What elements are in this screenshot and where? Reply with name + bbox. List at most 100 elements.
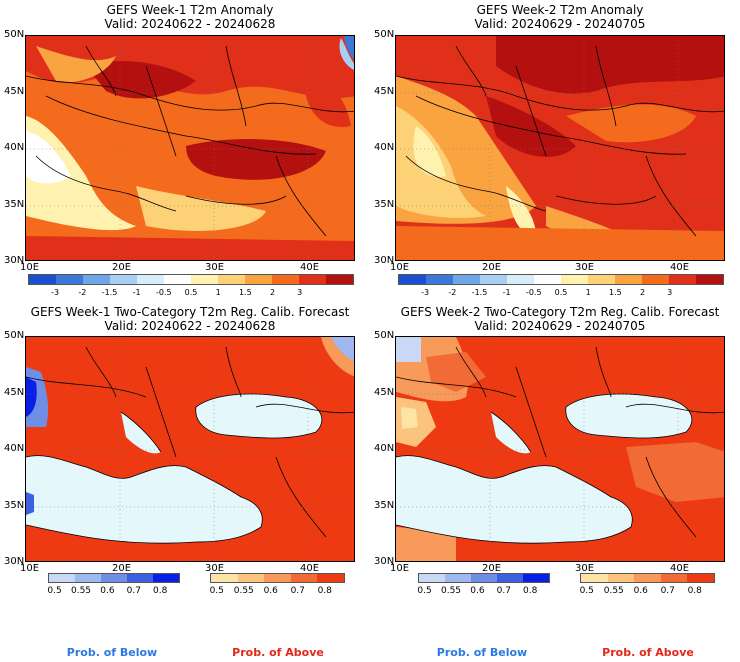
panel4-map — [395, 336, 725, 562]
panel1-lon-10: 10E — [20, 262, 40, 273]
colorbar-label: 0.6 — [263, 586, 278, 596]
colorbar-swatch — [534, 275, 561, 284]
panel3-title: GEFS Week-1 Two-Category T2m Reg. Calib.… — [30, 305, 350, 319]
colorbar-label: -1.5 — [101, 288, 118, 297]
colorbar-label: 0.8 — [523, 586, 538, 596]
panel2-title: GEFS Week-2 T2m Anomaly — [476, 3, 644, 17]
colorbar-label: 0.55 — [233, 586, 254, 596]
panel4-below-colorbar — [418, 573, 550, 583]
colorbar-swatch — [453, 275, 480, 284]
colorbar-swatch — [426, 275, 453, 284]
panel2-map — [395, 35, 725, 261]
panel3-below-colorbar — [48, 573, 180, 583]
panel3-lat-40: 40N — [4, 443, 25, 454]
panel2-lat-50: 50N — [374, 29, 395, 40]
colorbar-swatch — [669, 275, 696, 284]
panel3-lon-40: 40E — [300, 563, 320, 574]
panel3-lat-30: 30N — [4, 556, 25, 567]
colorbar-label: 3 — [297, 288, 303, 297]
colorbar-swatch — [523, 574, 549, 582]
panel4-prob-above: Prob. of Above — [602, 646, 694, 659]
colorbar-swatch — [642, 275, 669, 284]
colorbar-swatch — [507, 275, 534, 284]
colorbar-swatch — [218, 275, 245, 284]
panel1-lat-45: 45N — [4, 86, 25, 97]
colorbar-swatch — [137, 275, 164, 284]
panel4-lat-30: 30N — [374, 556, 395, 567]
colorbar-label: 0.5 — [554, 288, 568, 297]
panel4-title: GEFS Week-2 Two-Category T2m Reg. Calib.… — [400, 305, 720, 319]
colorbar-label: -0.5 — [526, 288, 542, 297]
colorbar-label: -0.5 — [156, 288, 172, 297]
panel2-lat-45: 45N — [374, 86, 395, 97]
colorbar-swatch — [445, 574, 471, 582]
colorbar-label: 0.8 — [153, 586, 168, 596]
colorbar-swatch — [399, 275, 426, 284]
colorbar-label: -1.5 — [471, 288, 488, 297]
panel2-lat-35: 35N — [374, 199, 395, 210]
colorbar-label: 0.7 — [660, 586, 675, 596]
panel2-colorbar — [398, 274, 724, 285]
colorbar-label: -1 — [132, 288, 141, 297]
panel1-lat-30: 30N — [4, 255, 25, 266]
colorbar-swatch — [561, 275, 588, 284]
colorbar-label: 1 — [585, 288, 591, 297]
colorbar-label: -1 — [502, 288, 511, 297]
panel4-lon-20: 20E — [482, 563, 502, 574]
panel4-lon-40: 40E — [670, 563, 690, 574]
panel3-lat-50: 50N — [4, 330, 25, 341]
panel1-colorbar — [28, 274, 354, 285]
colorbar-swatch — [101, 574, 127, 582]
colorbar-swatch — [211, 574, 238, 582]
colorbar-label: 0.6 — [470, 586, 485, 596]
panel4-lon-30: 30E — [575, 563, 595, 574]
colorbar-swatch — [588, 275, 615, 284]
colorbar-swatch — [164, 275, 191, 284]
panel3-lon-10: 10E — [20, 563, 40, 574]
panel2-valid: Valid: 20240629 - 20240705 — [474, 17, 646, 31]
panel3-above-colorbar — [210, 573, 345, 583]
colorbar-label: 0.55 — [70, 586, 92, 596]
colorbar-swatch — [581, 574, 608, 582]
panel3-prob-below: Prob. of Below — [66, 646, 158, 659]
colorbar-label: 0.5 — [417, 586, 432, 596]
colorbar-label: 0.55 — [603, 586, 624, 596]
colorbar-label: 0.6 — [100, 586, 115, 596]
colorbar-swatch — [660, 574, 688, 582]
colorbar-label: -3 — [51, 288, 60, 297]
colorbar-label: 0.5 — [47, 586, 62, 596]
panel3-lat-45: 45N — [4, 387, 25, 398]
colorbar-label: -2 — [448, 288, 457, 297]
panel4-lat-40: 40N — [374, 443, 395, 454]
panel4-lat-35: 35N — [374, 500, 395, 511]
colorbar-swatch — [480, 275, 507, 284]
colorbar-label: 1.5 — [238, 288, 252, 297]
colorbar-swatch — [272, 275, 299, 284]
colorbar-label: 0.5 — [209, 586, 224, 596]
colorbar-swatch — [607, 574, 635, 582]
colorbar-label: 0.8 — [687, 586, 702, 596]
panel1-valid: Valid: 20240622 - 20240628 — [104, 17, 276, 31]
panel2-lat-40: 40N — [374, 142, 395, 153]
colorbar-swatch — [56, 275, 83, 284]
panel1-lon-30: 30E — [205, 262, 225, 273]
panel2-lon-30: 30E — [575, 262, 595, 273]
colorbar-label: 0.8 — [317, 586, 332, 596]
colorbar-label: 1 — [215, 288, 221, 297]
panel3-valid: Valid: 20240622 - 20240628 — [104, 319, 276, 333]
panel1-lat-35: 35N — [4, 199, 25, 210]
colorbar-swatch — [245, 275, 272, 284]
panel2-lon-10: 10E — [390, 262, 410, 273]
panel1-lat-40: 40N — [4, 142, 25, 153]
colorbar-label: 2 — [269, 288, 276, 297]
colorbar-swatch — [615, 275, 642, 284]
colorbar-swatch — [237, 574, 265, 582]
colorbar-swatch — [497, 574, 523, 582]
colorbar-swatch — [83, 275, 110, 284]
colorbar-swatch — [326, 275, 353, 284]
colorbar-swatch — [127, 574, 153, 582]
panel1-title: GEFS Week-1 T2m Anomaly — [106, 3, 274, 17]
colorbar-swatch — [191, 275, 218, 284]
colorbar-swatch — [29, 275, 56, 284]
colorbar-swatch — [153, 574, 179, 582]
